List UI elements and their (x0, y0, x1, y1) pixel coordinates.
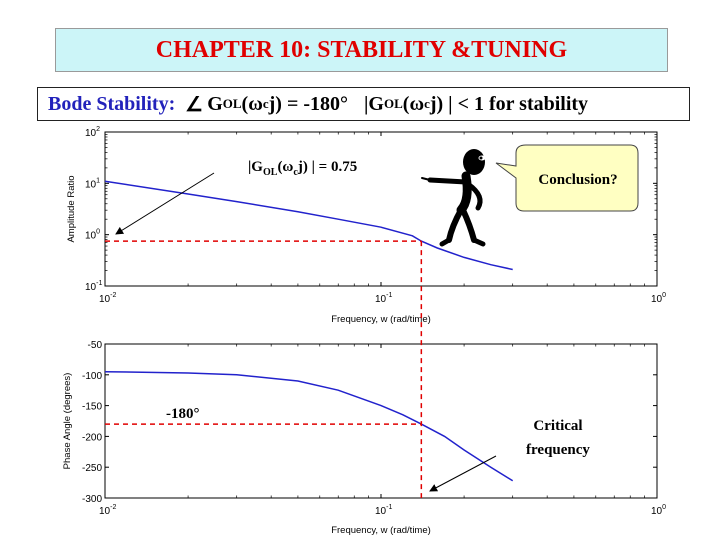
y-tick-label: -250 (82, 463, 102, 474)
phase-omega: ω (248, 92, 263, 115)
abs-omega: ω (409, 92, 425, 115)
abs-ol-subscript: OL (383, 96, 403, 111)
conclusion-callout: Conclusion? (495, 144, 639, 212)
x-tick-label: 100 (651, 292, 666, 305)
angle-symbol: ∠ (185, 93, 204, 116)
critical-frequency-arrow (429, 455, 497, 492)
phase-j: j (268, 92, 276, 115)
title-banner: CHAPTER 10: STABILITY &TUNING (55, 28, 668, 72)
amplitude-xlabel: Frequency, w (rad/time) (331, 314, 431, 325)
phase-annotation: -180° (166, 406, 200, 422)
y-tick-label: -150 (82, 402, 102, 413)
critical-label-line2: frequency (526, 442, 590, 458)
x-tick-label: 10-1 (375, 504, 392, 517)
phase-ol-subscript: OL (222, 96, 242, 111)
amplitude-series-line (104, 180, 513, 271)
y-tick-label: -50 (88, 340, 103, 351)
y-tick-label: 10-1 (85, 280, 102, 293)
y-tick-label: -300 (82, 494, 102, 505)
critical-label-line1: Critical (533, 418, 582, 434)
bode-stability-label: Bode Stability: (48, 92, 176, 115)
phase-axes-box (104, 343, 658, 499)
y-tick-label: 101 (85, 177, 100, 190)
y-tick-label: -200 (82, 432, 102, 443)
stability-criterion: Bode Stability: ∠ G OL(ω c j) = -180° |G OL(… (37, 87, 690, 121)
amplitude-annotation: |GOL(ωcj) | = 0.75 (248, 159, 357, 178)
x-tick-label: 100 (651, 504, 666, 517)
pointing-figure-icon (421, 149, 486, 247)
abs-open: |G (364, 92, 384, 115)
y-tick-label: 102 (85, 126, 100, 139)
callout-text: Conclusion? (538, 172, 617, 188)
phase-c-subscript: c (262, 96, 269, 111)
y-tick-label: -100 (82, 371, 102, 382)
phase-series-line (104, 370, 514, 482)
x-tick-label: 10-2 (99, 292, 116, 305)
amplitude-callout-arrow (115, 172, 215, 235)
page-title: CHAPTER 10: STABILITY &TUNING (155, 36, 568, 63)
phase-g: G (207, 92, 223, 115)
abs-c-subscript: c (424, 96, 430, 111)
phase-xlabel: Frequency, w (rad/time) (331, 525, 431, 536)
y-tick-label: 100 (85, 229, 100, 242)
x-tick-label: 10-1 (375, 292, 392, 305)
abs-condition: j) | < 1 for stability (429, 92, 589, 115)
phase-ylabel: Phase Angle (degrees) (62, 373, 73, 470)
phase-plot: 10-2 10-1 100 -50 -100 -150 -200 -250 -300 Phase… (62, 340, 666, 536)
phase-condition: ) = -180° (275, 92, 349, 115)
x-tick-label: 10-2 (99, 504, 116, 517)
amplitude-ylabel: Amplitude Ratio (66, 175, 77, 242)
